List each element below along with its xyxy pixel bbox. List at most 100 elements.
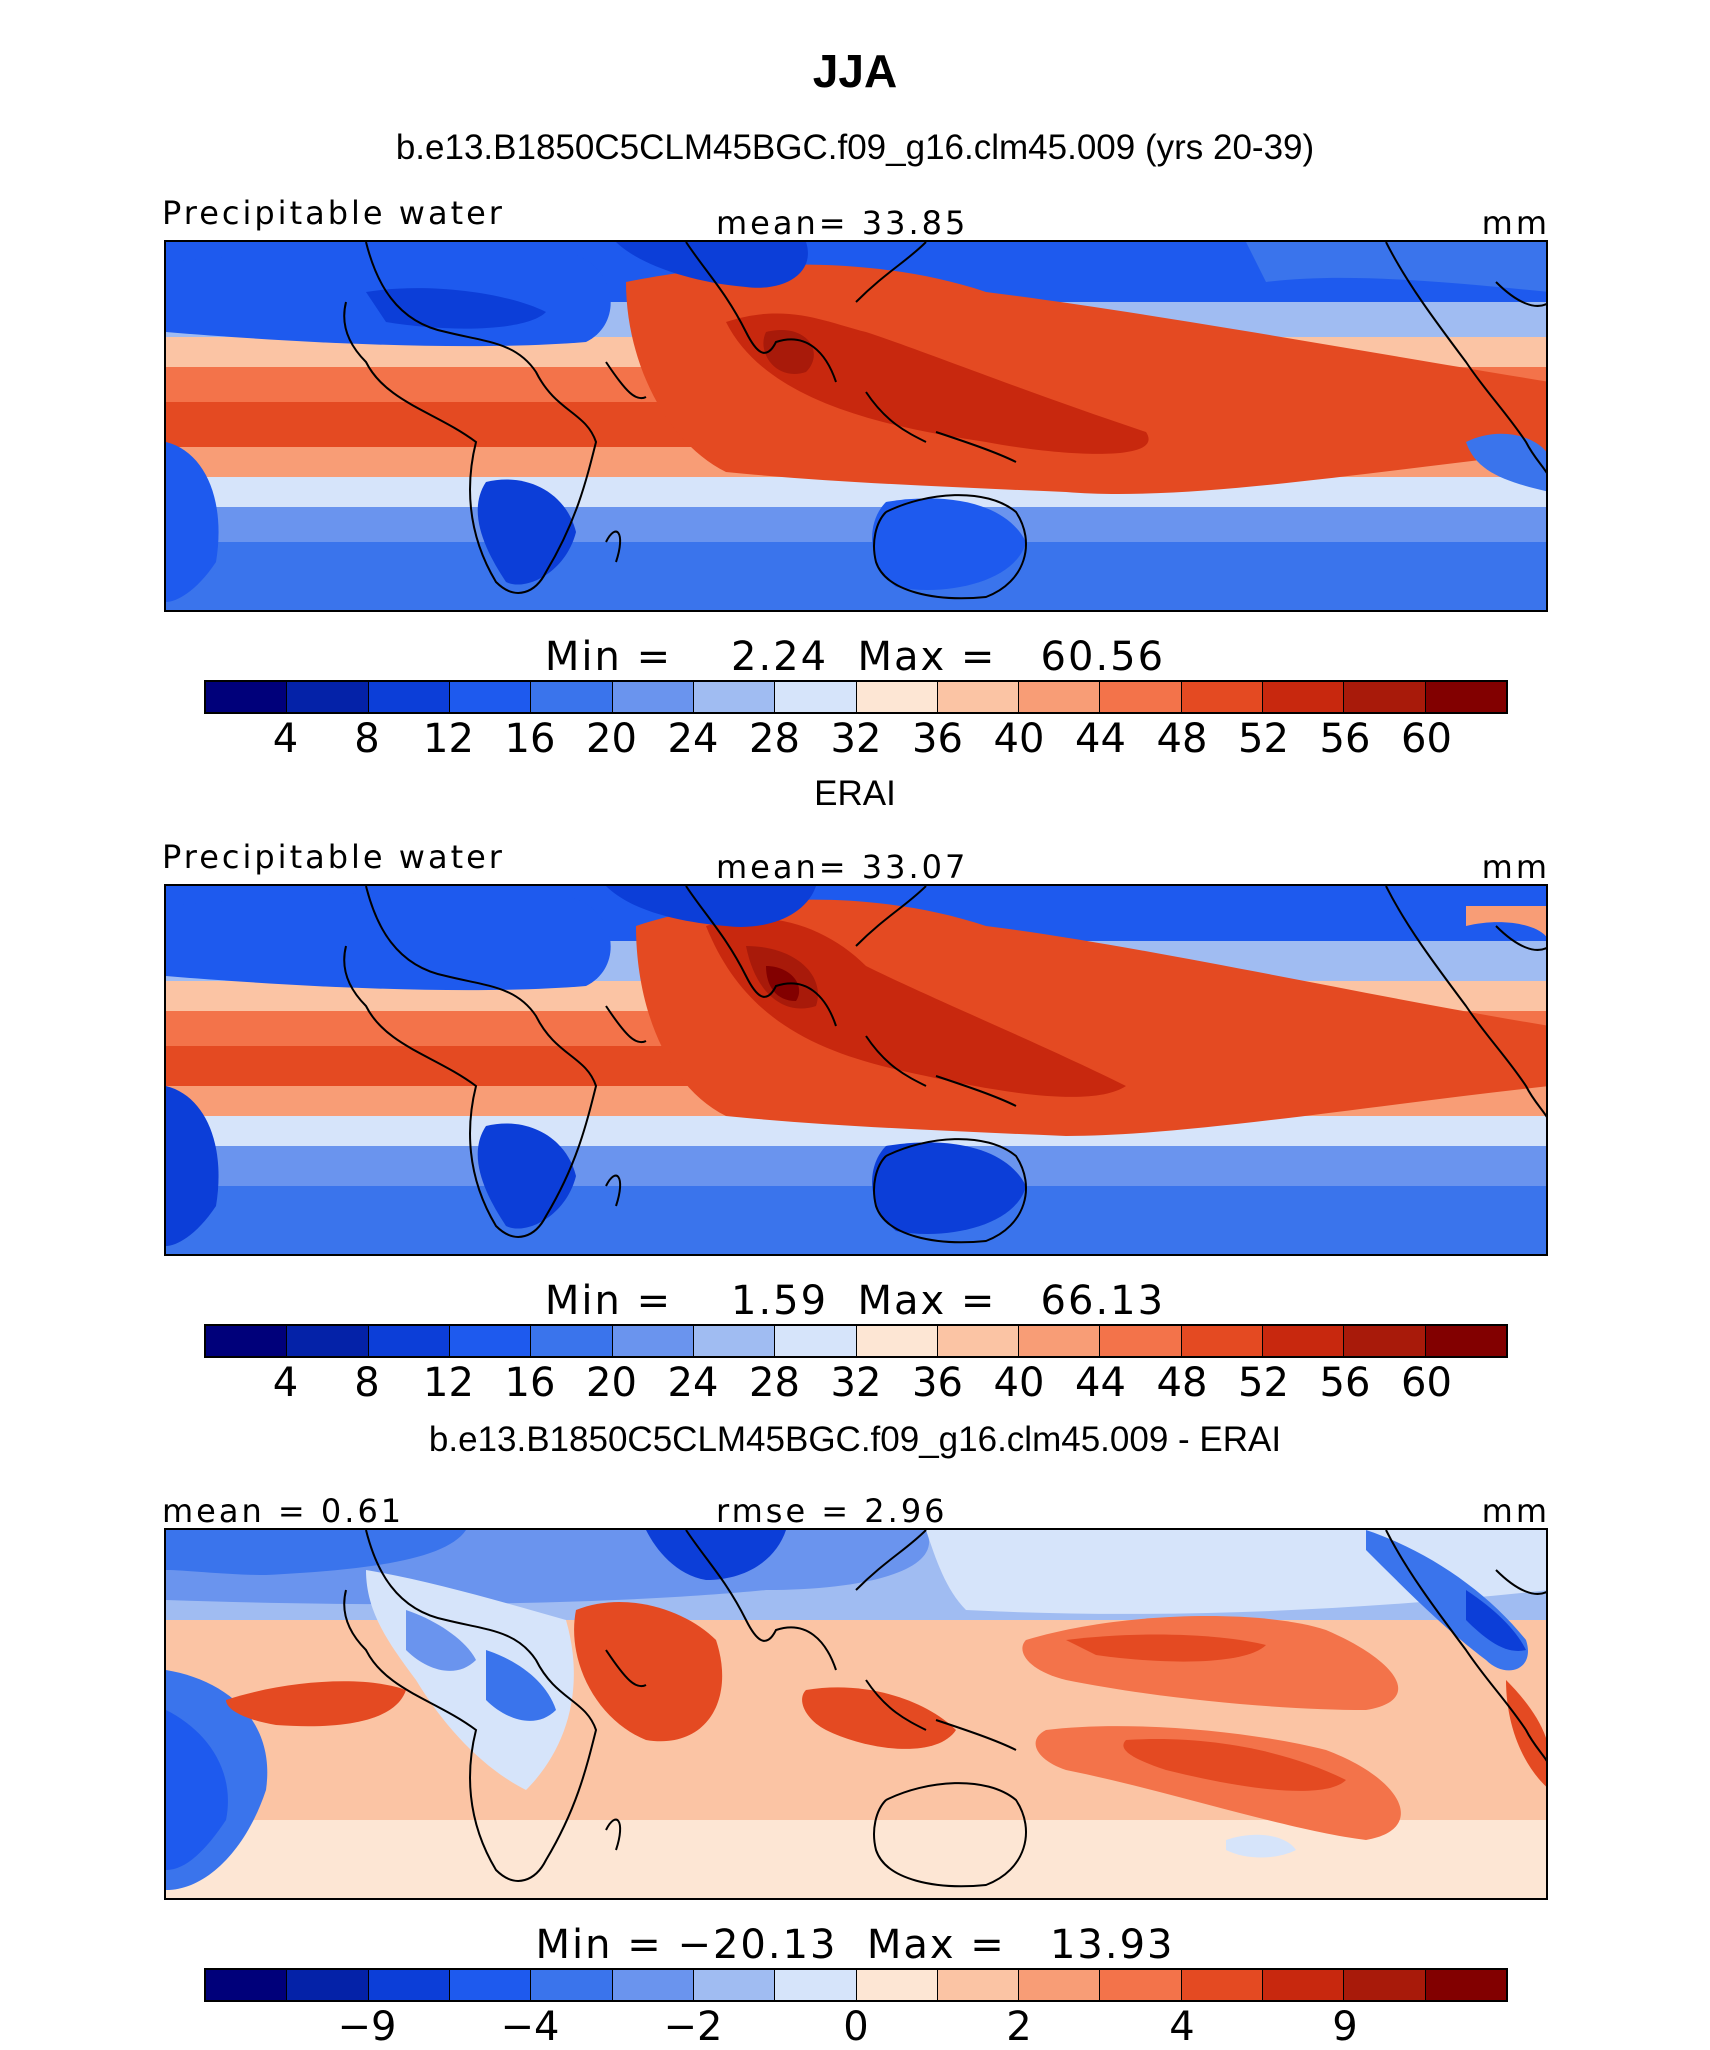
colorbar-swatch [693,682,776,712]
colorbar-swatch [1344,1970,1426,2000]
colorbar-tick-label: 48 [1156,716,1208,762]
colorbar-swatch [937,1970,1020,2000]
colorbar-swatch [287,1970,369,2000]
panel2-map-field [166,886,1546,1254]
panel2-variable-label: Precipitable water [162,838,505,876]
colorbar-tick-label: 24 [667,716,719,762]
colorbar-tick-label: 12 [423,1360,474,1406]
colorbar-swatch [856,1326,938,1356]
colorbar-tick-label: 0 [843,2004,869,2050]
colorbar-swatch [1263,682,1345,712]
colorbar-swatch [937,1326,1020,1356]
colorbar-tick-label: 40 [993,716,1045,762]
colorbar-swatch [856,682,938,712]
colorbar-swatch [1019,1326,1101,1356]
colorbar-tick-label: 52 [1238,1360,1289,1406]
colorbar-tick-label: −9 [337,2004,397,2050]
colorbar-tick-label: 24 [667,1360,719,1406]
colorbar-tick-label: 4 [272,716,299,762]
colorbar-tick-label: 12 [423,716,474,762]
colorbar-tick-label: 4 [1169,2004,1195,2050]
colorbar-tick-label: 9 [1332,2004,1358,2050]
colorbar-swatch [206,1326,288,1356]
colorbar-swatch [1425,1326,1506,1356]
colorbar-tick-label: 60 [1401,1360,1452,1406]
colorbar-tick-label: 20 [586,716,637,762]
colorbar-swatch [368,682,450,712]
colorbar-swatch [368,1326,450,1356]
colorbar-swatch [287,1326,369,1356]
colorbar-swatch [206,682,288,712]
colorbar-tick-label: 36 [912,716,963,762]
colorbar-tick-label: 16 [504,1360,556,1406]
panel3-map [164,1528,1548,1900]
colorbar-swatch [1263,1326,1345,1356]
colorbar-swatch [693,1326,776,1356]
colorbar-tick-label: 32 [830,1360,882,1406]
colorbar-swatch [937,682,1020,712]
panel2-minmax: Min = 1.59 Max = 66.13 [544,1278,1166,1324]
colorbar-tick-label: 48 [1156,1360,1208,1406]
colorbar-tick-label: 56 [1319,1360,1371,1406]
colorbar-swatch [1425,1970,1506,2000]
colorbar-tick-label: 28 [749,1360,800,1406]
colorbar-swatch [1344,682,1426,712]
colorbar-tick-label: 8 [354,1360,380,1406]
colorbar-swatch [856,1970,938,2000]
colorbar-swatch [1019,682,1101,712]
colorbar-swatch [612,682,694,712]
colorbar-swatch [1425,682,1506,712]
colorbar-swatch [775,1326,857,1356]
colorbar-swatch [1100,1970,1182,2000]
colorbar-swatch [531,682,613,712]
colorbar-tick-label: 2 [1006,2004,1032,2050]
colorbar-swatch [775,1970,857,2000]
colorbar-swatch [1100,682,1182,712]
colorbar-swatch [1263,1970,1345,2000]
colorbar-tick-label: 32 [830,716,882,762]
colorbar-tick-label: 36 [912,1360,963,1406]
colorbar-tick-label: 60 [1401,716,1452,762]
colorbar-tick-label: 16 [504,716,556,762]
colorbar-swatch [775,682,857,712]
colorbar-swatch [1181,1970,1264,2000]
panel1-map-field [166,242,1546,610]
colorbar-tick-label: 28 [749,716,800,762]
panel1-mean-label: mean= 33.85 [716,204,969,242]
colorbar-swatch [612,1326,694,1356]
colorbar-swatch [1019,1970,1101,2000]
colorbar-tick-label: 52 [1238,716,1289,762]
colorbar-tick-label: 44 [1075,716,1126,762]
panel2-colorbar [204,1324,1508,1358]
colorbar-tick-label: −4 [500,2004,560,2050]
panel3-minmax: Min = −20.13 Max = 13.93 [535,1922,1175,1968]
panel1-map [164,240,1548,612]
colorbar-swatch [531,1326,613,1356]
panel2-subtitle: ERAI [814,774,896,813]
colorbar-tick-label: 8 [354,716,380,762]
panel2-colorbar-ticks: 4 8 12 16 20 24 28 32 36 40 44 48 52 56 60 [204,1360,1508,1406]
panel3-subtitle: b.e13.B1850C5CLM45BGC.f09_g16.clm45.009 … [428,1420,1282,1459]
panel1-units-label: mm [1481,204,1550,242]
panel1-subtitle: b.e13.B1850C5CLM45BGC.f09_g16.clm45.009 … [395,128,1315,167]
panel2-mean-label: mean= 33.07 [716,848,969,886]
panel2-units-label: mm [1481,848,1550,886]
colorbar-swatch [449,1326,532,1356]
panel2-map [164,884,1548,1256]
colorbar-tick-label: 44 [1075,1360,1126,1406]
panel3-rmse-label: rmse = 2.96 [716,1492,948,1530]
colorbar-swatch [1100,1326,1182,1356]
panel3-map-field [166,1530,1546,1898]
panel3-colorbar [204,1968,1508,2002]
panel3-colorbar-ticks: −9 −4 −2 0 2 4 9 [204,2004,1508,2050]
panel3-units-label: mm [1481,1492,1550,1530]
panel1-minmax: Min = 2.24 Max = 60.56 [544,634,1166,680]
panel3-mean-label: mean = 0.61 [162,1492,405,1530]
colorbar-tick-label: 56 [1319,716,1371,762]
colorbar-swatch [612,1970,694,2000]
colorbar-swatch [449,1970,532,2000]
panel1-colorbar [204,680,1508,714]
figure-title: JJA [812,45,898,97]
colorbar-swatch [287,682,369,712]
colorbar-swatch [206,1970,288,2000]
